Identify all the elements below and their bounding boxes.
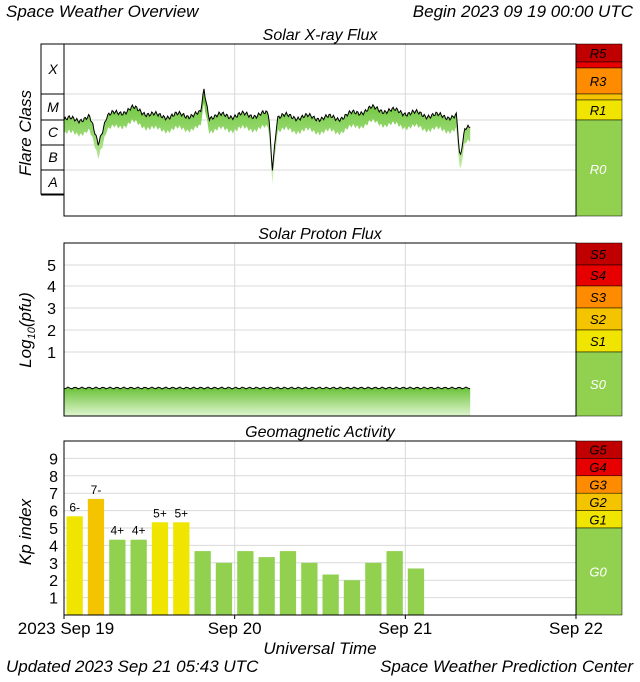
app-title: Space Weather Overview: [6, 2, 199, 21]
kp-ylabel: Kp index: [16, 498, 35, 565]
kp-bar: [343, 580, 361, 615]
proton-ylabel: Log10(pfu): [16, 292, 38, 368]
kp-ytick: 3: [49, 556, 58, 573]
kp-ytick: 6: [49, 504, 58, 521]
kp-ytick: 4: [49, 538, 58, 555]
kp-ytick: 1: [49, 591, 58, 608]
g-scale-label: G2: [589, 495, 607, 510]
proton-title: Solar Proton Flux: [258, 226, 383, 243]
kp-bar: [151, 522, 169, 615]
begin-time: Begin 2023 09 19 00:00 UTC: [412, 2, 633, 21]
kp-ytick: 9: [49, 451, 58, 468]
r-scale-band: [575, 67, 623, 95]
g-scale-label: G4: [589, 460, 606, 475]
proton-ytick: 4: [47, 279, 56, 296]
proton-plot-frame: [63, 242, 577, 417]
r-scale-band: [575, 93, 623, 101]
kp-ytick: 2: [49, 573, 58, 590]
g-scale-label: G1: [589, 512, 606, 527]
kp-bar: [279, 551, 297, 615]
r-scale-band: [575, 119, 623, 217]
kp-bar: [322, 574, 339, 615]
kp-bar-label: 4+: [110, 524, 124, 538]
kp-bar: [407, 568, 425, 615]
s-scale-label: S4: [590, 268, 606, 283]
x-tick-label: Sep 21: [378, 619, 432, 638]
kp-bar: [173, 522, 190, 615]
kp-plot-frame: [63, 440, 577, 616]
updated-time: Updated 2023 Sep 21 05:43 UTC: [6, 657, 259, 676]
kp-bar-label: 6-: [69, 500, 80, 514]
s-scale-label: S3: [590, 290, 607, 305]
proton-ytick: 3: [47, 301, 56, 318]
proton-ytick: 5: [47, 258, 56, 275]
kp-bar-label: 5+: [174, 506, 188, 520]
kp-bar-label: 7-: [91, 483, 102, 497]
proton-ytick: 2: [47, 323, 56, 340]
s-scale-label: S5: [590, 247, 607, 262]
proton-flux-line: [63, 386, 471, 390]
kp-bar: [301, 562, 318, 615]
g-scale-band: [575, 527, 623, 616]
kp-bar: [194, 551, 211, 615]
xray-flux-band: [64, 88, 471, 185]
kp-ytick: 8: [49, 469, 58, 486]
kp-bar-label: 4+: [132, 524, 146, 538]
xray-ylabel: Flare Class: [16, 90, 35, 176]
kp-bar: [215, 562, 233, 615]
x-tick-label: Sep 22: [549, 619, 603, 638]
r-scale-band: [575, 61, 623, 69]
proton-flux-band: [64, 388, 471, 416]
kp-bar: [66, 516, 83, 615]
g-scale-label: G5: [589, 443, 607, 458]
kp-ytick: 5: [49, 521, 58, 538]
proton-ytick: 1: [47, 345, 56, 362]
kp-bar: [237, 551, 254, 615]
r-scale-label: R1: [590, 103, 607, 118]
flare-class-label: C: [48, 124, 59, 140]
kp-bar: [386, 551, 403, 615]
s-scale-label: S0: [590, 377, 607, 392]
x-tick-label: Sep 20: [208, 619, 262, 638]
kp-ytick: 7: [49, 486, 58, 503]
kp-bar: [130, 539, 147, 615]
flare-class-label: M: [47, 99, 59, 115]
s-scale-label: S2: [590, 312, 607, 327]
r-scale-label: R0: [590, 162, 607, 177]
kp-bar: [365, 562, 382, 615]
g-scale-label: G3: [589, 478, 607, 493]
xray-flux-line: [63, 88, 471, 171]
flare-class-label: B: [48, 149, 57, 165]
kp-bar-label: 5+: [153, 506, 167, 520]
r-scale-label: R3: [590, 74, 607, 89]
s-scale-band: [575, 351, 623, 417]
xray-title: Solar X-ray Flux: [263, 27, 379, 44]
xray-plot-frame: [63, 43, 577, 217]
x-axis-label: Universal Time: [263, 639, 376, 658]
kp-bar: [258, 557, 275, 615]
x-tick-label: 2023 Sep 19: [18, 619, 114, 638]
g-scale-label: G0: [589, 565, 607, 580]
kp-bar: [109, 539, 126, 615]
r-scale-label: R5: [590, 46, 607, 61]
data-source: Space Weather Prediction Center: [380, 657, 633, 676]
flare-class-label: A: [47, 174, 57, 190]
s-scale-label: S1: [590, 334, 606, 349]
kp-title: Geomagnetic Activity: [245, 424, 396, 441]
flare-class-label: X: [47, 61, 58, 77]
kp-bar: [87, 498, 105, 615]
